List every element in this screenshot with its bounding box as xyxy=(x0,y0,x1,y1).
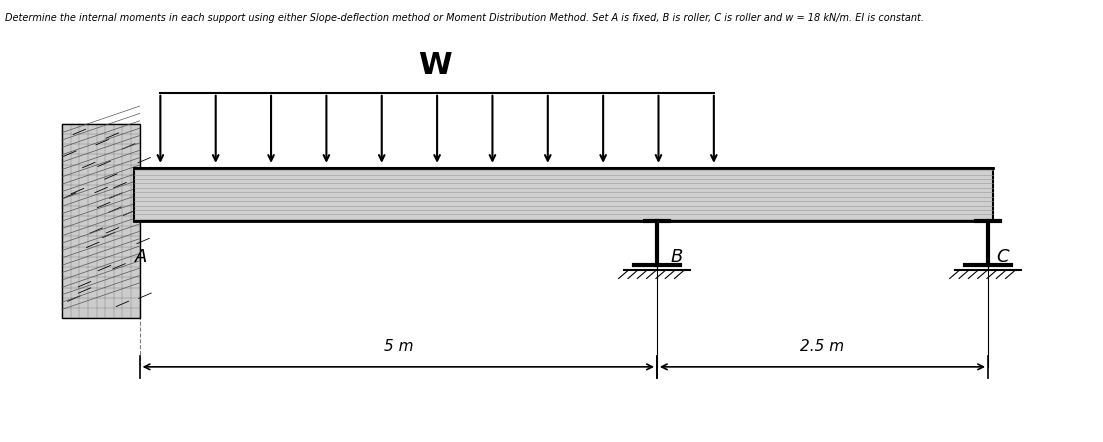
Bar xyxy=(135,168,993,221)
Text: A: A xyxy=(135,248,147,266)
Text: B: B xyxy=(671,248,683,266)
Text: Determine the internal moments in each support using either Slope-deflection met: Determine the internal moments in each s… xyxy=(6,13,924,23)
Text: 2.5 m: 2.5 m xyxy=(801,339,845,354)
Text: W: W xyxy=(418,50,451,80)
Bar xyxy=(62,124,140,318)
Text: 5 m: 5 m xyxy=(384,339,413,354)
Text: C: C xyxy=(996,248,1009,266)
